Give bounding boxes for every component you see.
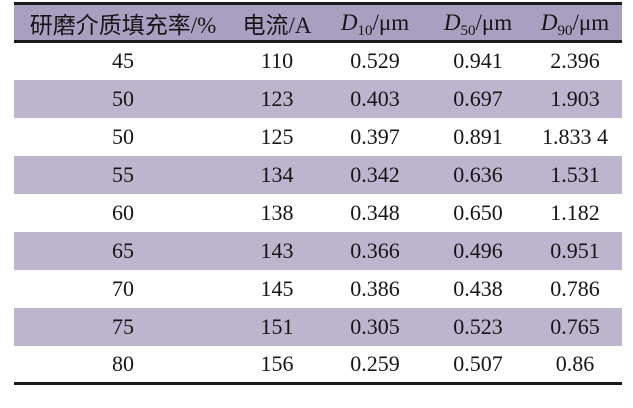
d10-subscript: 10 — [357, 22, 373, 39]
cell-fill-rate: 50 — [112, 123, 134, 149]
cell-d50: 0.507 — [453, 350, 503, 376]
cell-d10: 0.348 — [350, 199, 400, 225]
cell-d10: 0.403 — [350, 85, 400, 111]
cell-d50: 0.496 — [453, 237, 503, 263]
cell-current: 110 — [260, 48, 294, 74]
cell-fill-rate: 50 — [112, 85, 134, 111]
cell-d50: 0.650 — [453, 199, 503, 225]
table-row: 60 138 0.348 0.650 1.182 — [14, 194, 622, 232]
cell-d90: 1.531 — [550, 161, 600, 187]
cell-fill-rate: 75 — [112, 313, 134, 339]
table-row: 80 156 0.259 0.507 0.86 — [14, 346, 622, 384]
cell-d10: 0.366 — [350, 237, 400, 263]
col-header-d10: D10/μm — [322, 4, 428, 42]
cell-d90: 0.765 — [550, 313, 600, 339]
cell-d90: 0.786 — [550, 275, 600, 301]
cell-d50: 0.697 — [453, 85, 503, 111]
cell-d10: 0.259 — [350, 350, 400, 376]
d50-subscript: 50 — [460, 22, 476, 39]
cell-d10: 0.386 — [350, 275, 400, 301]
col-header-current: 电流/A — [242, 12, 312, 38]
cell-d90: 1.903 — [550, 85, 600, 111]
col-header-d90: D90/μm — [528, 4, 622, 42]
table-row: 50 125 0.397 0.891 1.833 4 — [14, 118, 622, 156]
cell-current: 151 — [260, 313, 294, 339]
cell-current: 134 — [260, 161, 294, 187]
cell-current: 145 — [260, 275, 294, 301]
cell-d50: 0.636 — [453, 161, 503, 187]
cell-fill-rate: 55 — [112, 161, 134, 187]
cell-current: 156 — [260, 350, 294, 376]
cell-fill-rate: 70 — [112, 275, 134, 301]
cell-fill-rate: 45 — [112, 48, 134, 74]
cell-d90: 1.833 4 — [542, 123, 608, 149]
cell-current: 138 — [260, 199, 294, 225]
col-header-d50: D50/μm — [428, 4, 528, 42]
cell-current: 123 — [260, 85, 294, 111]
cell-d50: 0.438 — [453, 275, 503, 301]
cell-d10: 0.342 — [350, 161, 400, 187]
cell-current: 143 — [260, 237, 294, 263]
cell-d50: 0.891 — [453, 123, 503, 149]
table-row: 50 123 0.403 0.697 1.903 — [14, 79, 622, 118]
table-row: 55 134 0.342 0.636 1.531 — [14, 155, 622, 194]
grinding-media-particle-size-table: 研磨介质填充率/% 电流/A D10/μm D50/μm D90/μm 45 1… — [14, 2, 622, 385]
cell-d90: 2.396 — [550, 48, 600, 74]
d50-unit: /μm — [475, 9, 513, 35]
d50-symbol: D — [443, 9, 461, 35]
cell-current: 125 — [260, 123, 294, 149]
cell-d90: 1.182 — [550, 199, 600, 225]
cell-fill-rate: 60 — [112, 199, 134, 225]
d90-symbol: D — [540, 9, 558, 35]
d10-unit: /μm — [372, 9, 410, 35]
col-header-fill-rate: 研磨介质填充率/% — [29, 12, 217, 38]
d90-unit: /μm — [572, 9, 610, 35]
cell-d50: 0.523 — [453, 313, 503, 339]
cell-fill-rate: 80 — [112, 350, 134, 376]
cell-d90: 0.951 — [550, 237, 600, 263]
cell-fill-rate: 65 — [112, 237, 134, 263]
table-row: 70 145 0.386 0.438 0.786 — [14, 270, 622, 308]
cell-d90: 0.86 — [555, 350, 595, 376]
table-row: 45 110 0.529 0.941 2.396 — [14, 42, 622, 80]
d10-symbol: D — [340, 9, 358, 35]
d90-subscript: 90 — [557, 22, 573, 39]
cell-d10: 0.397 — [350, 123, 400, 149]
cell-d10: 0.529 — [350, 48, 400, 74]
cell-d50: 0.941 — [453, 48, 503, 74]
table-row: 75 151 0.305 0.523 0.765 — [14, 307, 622, 346]
table-row: 65 143 0.366 0.496 0.951 — [14, 231, 622, 270]
header-row: 研磨介质填充率/% 电流/A D10/μm D50/μm D90/μm — [14, 3, 622, 42]
cell-d10: 0.305 — [350, 313, 400, 339]
